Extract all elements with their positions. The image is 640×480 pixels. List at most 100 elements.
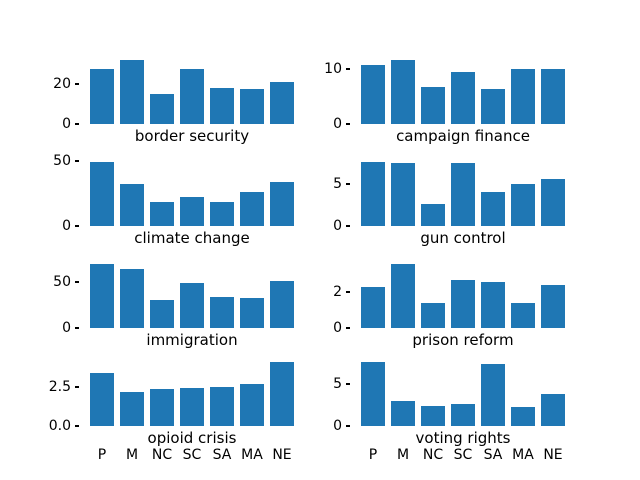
y-tick-label: 0 [62,218,71,234]
bar-SC [451,404,475,426]
bar-MA [511,303,535,328]
x-tick-label-P: P [97,447,107,463]
y-tick-mark [346,225,350,227]
bar-NE [270,182,294,226]
y-tick-label: 5 [333,375,342,392]
bar-MA [240,192,264,226]
bar-M [120,60,144,124]
y-tick-label: 0 [62,116,71,132]
y-tick-label: 2.5 [48,379,71,396]
subplot-title-voting-rights: voting rights [415,429,511,447]
bar-MA [511,184,535,226]
y-tick-mark [346,291,350,294]
bar-M [391,401,415,426]
bar-SC [180,388,204,426]
subplot-title-immigration: immigration [146,331,238,349]
bar-M [120,184,144,226]
bar-MA [240,298,264,328]
y-tick-label: 0 [333,218,342,234]
x-tick-label-NE: NE [543,447,563,463]
y-tick-label: 5 [333,175,342,192]
bar-NC [150,300,174,328]
bar-MA [511,407,535,426]
subplot-title-border-security: border security [134,127,250,145]
bar-P [361,362,385,426]
subplot-title-opioid-crisis: opioid crisis [147,429,237,447]
y-tick-label: 10 [324,60,342,77]
y-tick-mark [346,182,350,185]
y-tick-label: 0 [333,418,342,434]
y-tick-mark [346,123,350,125]
y-tick-mark [346,425,350,427]
y-tick-mark [75,327,79,329]
x-tick-label-NC: NC [422,447,444,463]
bar-P [90,69,114,124]
bar-SC [451,280,475,328]
y-tick-label: 0 [333,320,342,336]
y-tick-mark [75,425,79,427]
subplot-title-prison-reform: prison reform [412,331,514,349]
x-tick-label-MA: MA [512,447,534,463]
bar-NC [150,389,174,426]
bar-NE [541,394,565,426]
bar-P [361,162,385,226]
bar-P [90,373,114,426]
bar-M [391,264,415,328]
bar-P [361,65,385,124]
bar-SC [451,72,475,124]
y-tick-label: 0 [62,320,71,336]
subplot-opioid-crisis: 0.0 2.5 opioid crisis P M NC SC SA MA NE [49,359,304,463]
subplot-climate-change: 0 50 climate change [53,153,304,247]
y-tick-label: 50 [53,274,71,291]
bar-M [391,60,415,124]
bar-SA [481,364,505,426]
bar-P [361,287,385,328]
x-tick-label-SC: SC [182,447,202,463]
bar-P [90,264,114,328]
bar-SA [210,297,234,328]
y-tick-mark [75,123,79,125]
y-tick-mark [75,386,79,389]
x-tick-label-MA: MA [241,447,263,463]
bar-NC [421,204,445,226]
bar-MA [240,89,264,124]
x-tick-label-M: M [125,447,139,463]
y-tick-label: 50 [53,152,71,169]
subplot-border-security: 0 20 border security [53,57,304,145]
subplot-voting-rights: 0 5 voting rights P M NC SC SA MA NE [333,359,575,463]
bar-NE [270,82,294,124]
bar-SA [481,89,505,124]
subplot-title-climate-change: climate change [134,229,250,247]
y-tick-mark [75,159,79,162]
y-tick-label: 20 [53,75,71,92]
y-tick-label: 2 [333,284,342,301]
bar-SC [180,69,204,124]
x-tick-label-M: M [396,447,410,463]
bar-SC [451,163,475,226]
y-tick-mark [75,281,79,284]
y-tick-mark [346,382,350,385]
y-tick-mark [346,67,350,70]
bar-M [391,163,415,226]
bar-MA [511,69,535,124]
bar-NE [541,285,565,328]
y-tick-mark [75,82,79,85]
subplot-immigration: 0 50 immigration [53,261,304,349]
bar-M [120,269,144,328]
y-tick-mark [346,327,350,329]
bar-NE [270,362,294,426]
bar-SA [210,202,234,226]
bar-SA [210,88,234,124]
bar-NE [541,69,565,124]
bar-P [90,162,114,226]
x-tick-label-NE: NE [272,447,292,463]
subplot-prison-reform: 0 2 prison reform [333,261,575,349]
subplot-title-gun-control: gun control [420,229,506,247]
bar-SA [481,282,505,328]
bar-SC [180,197,204,226]
x-tick-label-SC: SC [453,447,473,463]
bar-SA [481,192,505,226]
bar-SC [180,283,204,328]
bar-NC [150,94,174,124]
